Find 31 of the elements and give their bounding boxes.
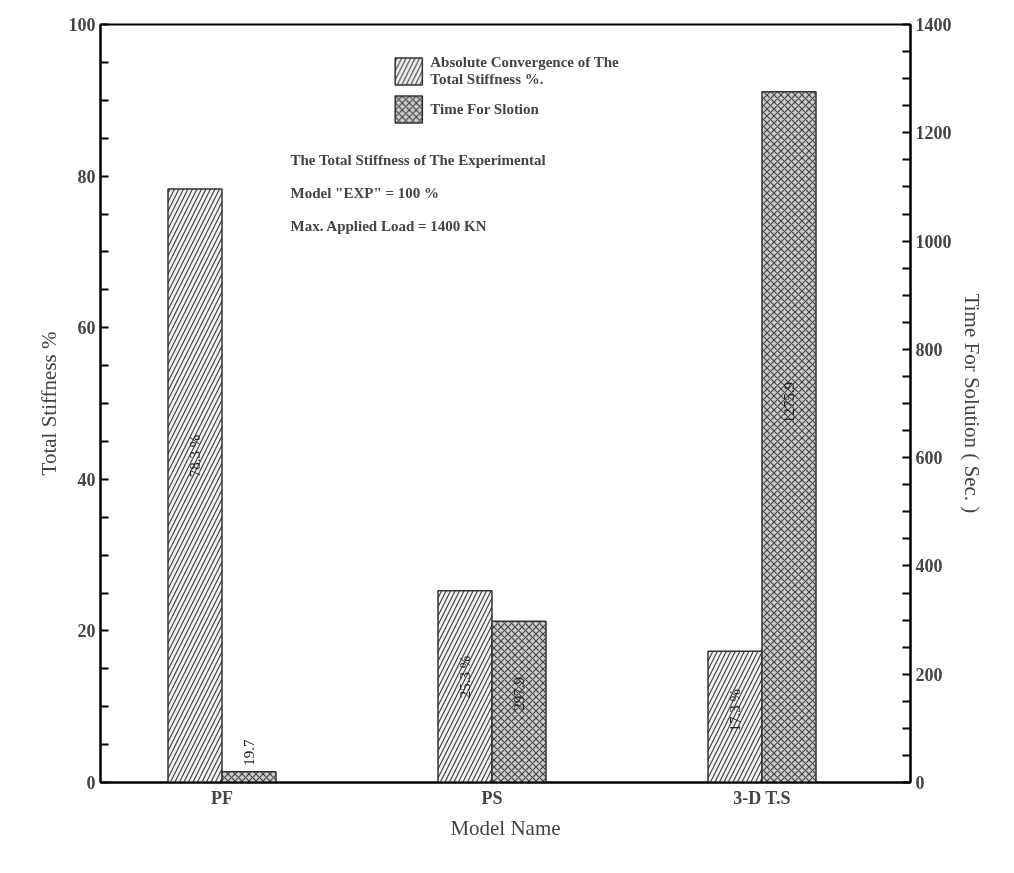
data-label: 25.3 % [457, 655, 473, 699]
y2-tick-label: 200 [915, 664, 943, 685]
y2-tick-label: 1000 [915, 231, 952, 252]
data-label: 1275.9 [781, 381, 797, 424]
x-tick-label: 3-D T.S [733, 787, 791, 808]
y2-tick-label: 1400 [915, 15, 952, 35]
annotation: Max. Applied Load = 1400 KN [290, 217, 487, 234]
y2-tick-label: 600 [915, 448, 943, 469]
data-label: 19.7 [241, 739, 257, 766]
annotation: The Total Stiffness of The Experimental [290, 151, 546, 168]
data-label: 17.3 % [727, 689, 743, 732]
y2-tick-label: 400 [915, 556, 943, 577]
y2-tick-label: 800 [915, 339, 943, 360]
y-axis-title: Total Stiffness % [36, 331, 61, 476]
y2-tick-label: 0 [915, 773, 925, 793]
y-tick-label: 60 [77, 318, 96, 339]
y-tick-label: 80 [77, 166, 96, 187]
legend-label: Absolute Convergence of The Total Stiffness %. [430, 54, 619, 88]
y-tick-label: 40 [77, 469, 96, 490]
y2-tick-label: 1200 [915, 123, 952, 144]
legend-label: Time For Slotion [430, 99, 539, 119]
data-label: 78.3 % [187, 434, 203, 478]
data-label: 297.9 [511, 676, 527, 711]
x-axis-title: Model Name [450, 815, 561, 840]
y-tick-label: 100 [68, 15, 96, 35]
annotation: Model "EXP" = 100 % [290, 184, 440, 201]
y-tick-label: 0 [86, 773, 96, 793]
y-tick-label: 20 [77, 621, 96, 642]
x-tick-label: PS [481, 787, 503, 808]
x-tick-label: PF [211, 787, 233, 808]
y2-axis-title: Time For Solution ( Sec. ) [959, 293, 984, 514]
